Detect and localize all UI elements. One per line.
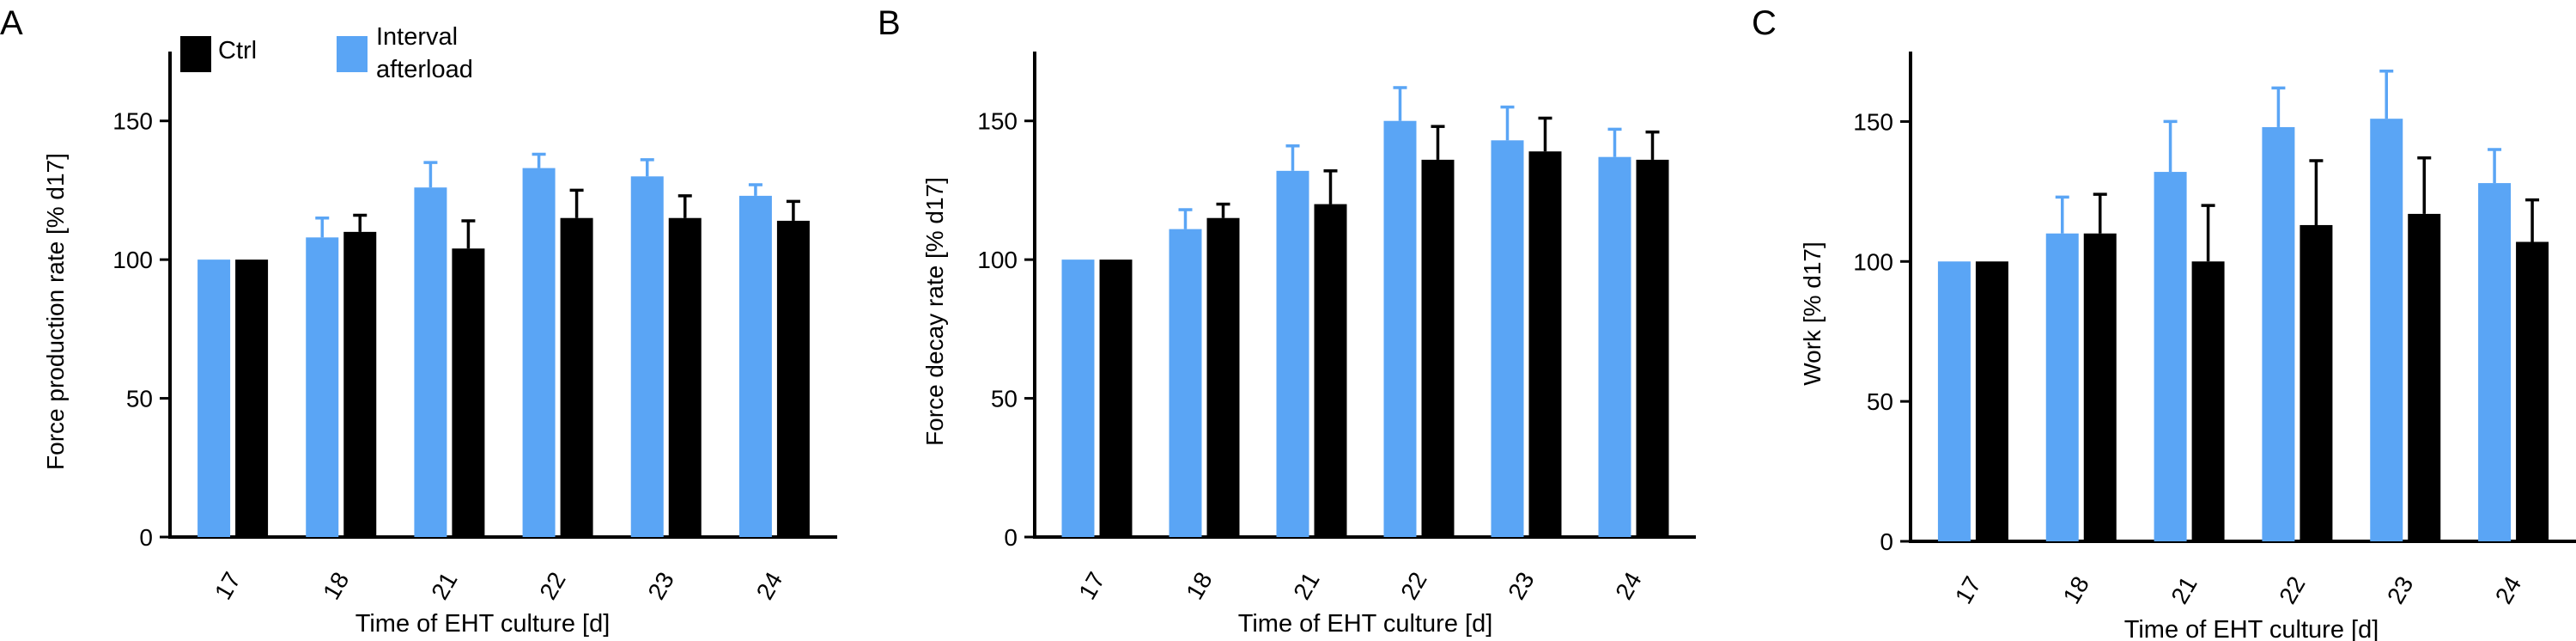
y-tick-label: 100 — [1853, 248, 1893, 275]
y-tick-label: 0 — [1004, 524, 1018, 551]
x-tick-label: 24 — [751, 568, 787, 604]
bar-ctrl-22 — [2300, 224, 2333, 541]
bar-ctrl-18 — [343, 231, 377, 537]
panel-a: A 0 50 100 150 Force production rate [% d17] T… — [0, 4, 837, 638]
legend: Ctrl Interval afterload — [180, 23, 473, 83]
bar-ctrl-24 — [1636, 159, 1669, 537]
bar-ctrl-24 — [2516, 241, 2549, 541]
y-axis-label: Work [% d17] — [1799, 241, 1826, 386]
bar-ctrl-17 — [1099, 259, 1133, 537]
bar-ctrl-18 — [1206, 217, 1240, 537]
y-tick-label: 0 — [1880, 528, 1893, 555]
x-tick-label: 24 — [2490, 572, 2526, 608]
bar-interval-afterload-21 — [414, 187, 447, 537]
bar-interval-afterload-18 — [1169, 229, 1202, 537]
x-axis-label: Time of EHT culture [d] — [2124, 616, 2379, 641]
y-tick-label: 50 — [1867, 388, 1893, 415]
x-tick-label: 24 — [1610, 568, 1646, 604]
bar-interval-afterload-24 — [1598, 156, 1631, 537]
x-tick-label: 22 — [1395, 568, 1431, 604]
bar-interval-afterload-23 — [1491, 140, 1524, 538]
panel-label: C — [1752, 4, 1777, 42]
bar-interval-afterload-17 — [197, 259, 231, 537]
panels: A 0 50 100 150 Force production rate [% d17] T… — [0, 4, 2576, 641]
bar-ctrl-23 — [1528, 151, 1562, 537]
y-tick-label: 50 — [126, 386, 153, 412]
bar-ctrl-23 — [668, 217, 702, 537]
x-tick-label: 18 — [1181, 568, 1217, 604]
x-tick-label: 17 — [210, 568, 246, 604]
x-axis-label: Time of EHT culture [d] — [1238, 610, 1493, 638]
legend-label-interval-afterload: Interval — [376, 23, 458, 51]
bar-ctrl-17 — [235, 259, 269, 537]
y-tick-label: 0 — [139, 524, 153, 551]
bar-interval-afterload-18 — [2045, 233, 2079, 541]
bar-interval-afterload-23 — [630, 176, 664, 538]
bar-interval-afterload-22 — [2262, 126, 2295, 541]
bar-ctrl-21 — [2191, 261, 2225, 541]
panel-label: B — [878, 4, 901, 42]
x-tick-label: 17 — [1950, 572, 1986, 608]
y-tick-label: 150 — [1853, 108, 1893, 135]
x-tick-label: 17 — [1073, 568, 1109, 604]
x-axis-label: Time of EHT culture [d] — [355, 610, 611, 638]
x-tick-label: 23 — [643, 568, 679, 604]
bar-ctrl-22 — [560, 217, 593, 537]
bar-ctrl-22 — [1421, 159, 1455, 537]
y-axis-label: Force decay rate [% d17] — [921, 177, 948, 446]
y-tick-label: 150 — [112, 108, 153, 135]
bar-interval-afterload-22 — [522, 168, 556, 537]
bar-interval-afterload-21 — [1276, 170, 1309, 538]
x-tick-label: 23 — [1503, 568, 1539, 604]
bar-ctrl-23 — [2408, 213, 2441, 541]
bar-ctrl-21 — [452, 248, 485, 537]
x-tick-label: 18 — [318, 568, 354, 604]
bar-interval-afterload-22 — [1383, 120, 1417, 537]
y-tick-label: 150 — [977, 108, 1018, 135]
panel-label: A — [0, 4, 23, 42]
y-axis-label: Force production rate [% d17] — [42, 153, 69, 470]
panel-b: B 0 50 100 150 Force decay rate [% d17] Time o… — [878, 4, 1696, 638]
bar-interval-afterload-24 — [738, 195, 772, 537]
bar-interval-afterload-17 — [1937, 261, 1971, 541]
x-tick-label: 21 — [1288, 568, 1324, 604]
bar-ctrl-17 — [1975, 261, 2008, 541]
x-tick-label: 23 — [2382, 572, 2418, 608]
bar-ctrl-24 — [776, 220, 810, 537]
y-tick-label: 100 — [112, 247, 153, 273]
legend-swatch-interval-afterload — [337, 36, 368, 72]
bar-interval-afterload-24 — [2478, 183, 2512, 542]
x-tick-label: 21 — [2166, 572, 2202, 608]
legend-label-ctrl: Ctrl — [218, 37, 257, 64]
bar-interval-afterload-17 — [1061, 259, 1095, 537]
x-tick-label: 21 — [426, 568, 462, 604]
y-tick-label: 50 — [991, 386, 1018, 412]
panel-c: C 0 50 100 150 Work [% d17] Time of EHT cultur… — [1752, 4, 2576, 641]
legend-label-interval-afterload: afterload — [376, 56, 473, 83]
bar-interval-afterload-23 — [2370, 119, 2403, 541]
bar-interval-afterload-21 — [2154, 172, 2187, 542]
legend-swatch-ctrl — [180, 36, 211, 72]
x-tick-label: 18 — [2058, 572, 2094, 608]
y-tick-label: 100 — [977, 247, 1018, 273]
bar-ctrl-21 — [1314, 204, 1347, 538]
x-tick-label: 22 — [2274, 572, 2310, 608]
bar-ctrl-18 — [2083, 233, 2117, 541]
x-tick-label: 22 — [534, 568, 570, 604]
bar-interval-afterload-18 — [306, 237, 339, 537]
